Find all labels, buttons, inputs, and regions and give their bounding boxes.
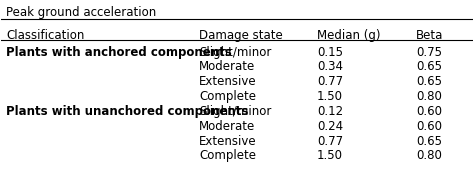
Text: Extensive: Extensive [199,134,257,148]
Text: 0.65: 0.65 [416,75,442,88]
Text: 0.60: 0.60 [416,105,442,118]
Text: 1.50: 1.50 [317,149,343,162]
Text: Moderate: Moderate [199,60,255,74]
Text: Damage state: Damage state [199,29,283,42]
Text: Plants with unanchored components: Plants with unanchored components [6,105,248,118]
Text: Classification: Classification [6,29,84,42]
Text: 0.77: 0.77 [317,75,343,88]
Text: 0.65: 0.65 [416,134,442,148]
Text: 0.80: 0.80 [416,90,442,103]
Text: Moderate: Moderate [199,120,255,133]
Text: Slight/minor: Slight/minor [199,105,272,118]
Text: Extensive: Extensive [199,75,257,88]
Text: 1.50: 1.50 [317,90,343,103]
Text: 0.12: 0.12 [317,105,343,118]
Text: 0.65: 0.65 [416,60,442,74]
Text: Peak ground acceleration: Peak ground acceleration [6,7,156,20]
Text: 0.75: 0.75 [416,46,442,59]
Text: Complete: Complete [199,90,256,103]
Text: 0.34: 0.34 [317,60,343,74]
Text: 0.60: 0.60 [416,120,442,133]
Text: 0.80: 0.80 [416,149,442,162]
Text: Median (g): Median (g) [317,29,381,42]
Text: Plants with anchored components: Plants with anchored components [6,46,232,59]
Text: Slight/minor: Slight/minor [199,46,272,59]
Text: Complete: Complete [199,149,256,162]
Text: 0.77: 0.77 [317,134,343,148]
Text: 0.24: 0.24 [317,120,343,133]
Text: Beta: Beta [416,29,444,42]
Text: 0.15: 0.15 [317,46,343,59]
